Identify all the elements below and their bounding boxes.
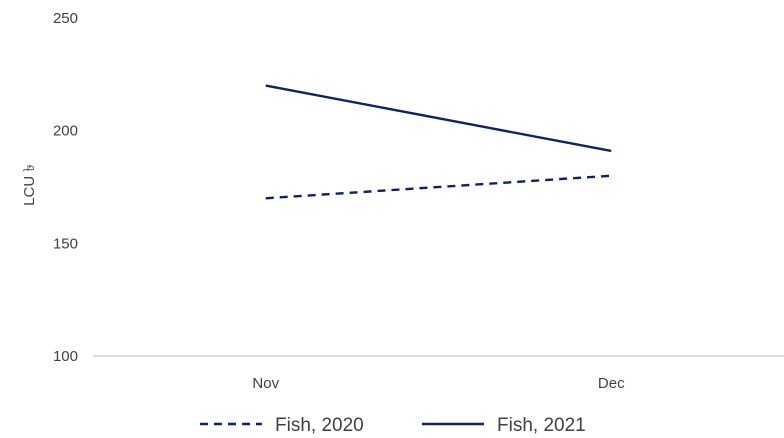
plot-series: [265, 84, 612, 200]
legend: Fish, 2020 Fish, 2021: [200, 415, 586, 436]
x-tick-label: Nov: [252, 375, 279, 392]
legend-label: Fish, 2020: [275, 415, 364, 436]
y-tick-label: 250: [53, 10, 78, 27]
y-tick-label: 200: [53, 123, 78, 140]
y-axis-title: LCU ৳: [21, 164, 38, 206]
series-line-0: [265, 174, 612, 200]
y-axis: LCU ৳ 100 150 200 250: [21, 10, 78, 365]
y-tick-label: 150: [53, 235, 78, 252]
series-line-1: [265, 84, 612, 153]
x-tick-label: Dec: [598, 375, 625, 392]
y-tick-label: 100: [53, 348, 78, 365]
x-axis: Nov Dec: [93, 355, 784, 392]
legend-label: Fish, 2021: [497, 415, 586, 436]
